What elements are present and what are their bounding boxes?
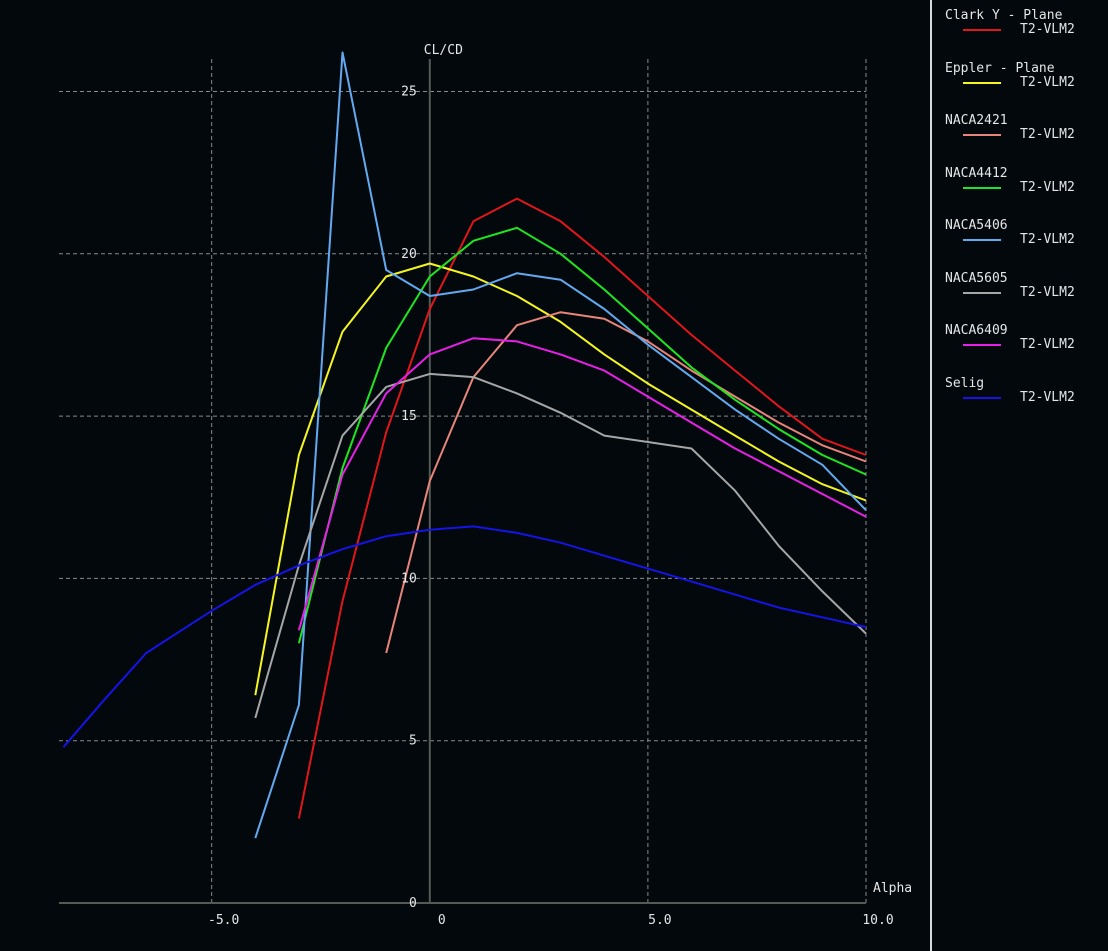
series-line-3 (297, 226, 867, 644)
series-line-5 (254, 372, 867, 719)
legend-curve-label: T2-VLM2 (1020, 232, 1075, 247)
legend-entry: NACA6409 T2-VLM2 (945, 323, 1105, 376)
y-tick-label: 15 (401, 409, 417, 424)
legend-swatch (963, 239, 1001, 241)
series-line-0 (297, 197, 867, 819)
legend-entry: NACA4412 T2-VLM2 (945, 166, 1105, 219)
axis-labels: 0 5 10 15 20 25 -5.0 0 5.0 10.0 CL/CD Alpha (208, 43, 912, 928)
series-line-2 (385, 311, 867, 654)
legend-curve-label: T2-VLM2 (1020, 179, 1075, 195)
x-tick-label: 10.0 (862, 913, 893, 928)
series-lines (62, 51, 867, 839)
legend-curve-label: T2-VLM2 (1020, 389, 1075, 405)
y-tick-label: 25 (401, 84, 417, 99)
legend-entry: Eppler - Plane T2-VLM2 (945, 61, 1105, 114)
legend-divider (930, 0, 932, 951)
legend-curve-label: T2-VLM2 (1020, 74, 1075, 90)
x-tick-label: 0 (438, 913, 446, 928)
y-tick-label: 0 (409, 896, 417, 911)
legend-series-name: Selig (945, 375, 985, 391)
legend-swatch (963, 134, 1001, 136)
legend-curve-label: T2-VLM2 (1020, 284, 1075, 300)
y-tick-label: 20 (401, 247, 417, 262)
legend-series-name: NACA2421 (945, 113, 1008, 128)
x-tick-label: -5.0 (208, 913, 239, 928)
series-line-1 (254, 262, 867, 696)
legend-curve-label: T2-VLM2 (1020, 22, 1075, 37)
legend-swatch (963, 396, 1001, 399)
series-line-7 (62, 525, 867, 748)
legend-series-name: NACA6409 (945, 323, 1008, 338)
x-axis-title: Alpha (873, 881, 912, 896)
grid (59, 59, 867, 903)
legend-curve-label: T2-VLM2 (1020, 337, 1075, 352)
legend-entry: Selig T2-VLM2 (945, 376, 1105, 429)
legend-swatch (963, 81, 1001, 84)
legend-swatch (963, 291, 1001, 294)
y-tick-label: 10 (401, 571, 417, 586)
y-tick-label: 5 (409, 734, 417, 749)
legend: Clark Y - Plane T2-VLM2 Eppler - Plane T2-V… (945, 8, 1105, 428)
legend-series-name: NACA5406 (945, 218, 1008, 233)
legend-swatch (963, 29, 1001, 31)
legend-entry: NACA5605 T2-VLM2 (945, 271, 1105, 324)
series-line-6 (297, 337, 867, 631)
legend-curve-label: T2-VLM2 (1020, 127, 1075, 142)
y-axis-title: CL/CD (424, 43, 463, 58)
legend-series-name: NACA4412 (945, 165, 1008, 181)
series-line-4 (254, 51, 867, 839)
legend-entry: NACA5406 T2-VLM2 (945, 218, 1105, 271)
legend-swatch (963, 186, 1001, 189)
x-tick-label: 5.0 (648, 913, 671, 928)
legend-series-name: Eppler - Plane (945, 60, 1055, 76)
legend-entry: Clark Y - Plane T2-VLM2 (945, 8, 1105, 61)
chart-plot: 0 5 10 15 20 25 -5.0 0 5.0 10.0 CL/CD Alpha (59, 43, 912, 928)
legend-series-name: NACA5605 (945, 270, 1008, 286)
axes (59, 59, 866, 904)
legend-swatch (963, 344, 1001, 346)
legend-series-name: Clark Y - Plane (945, 8, 1063, 23)
legend-entry: NACA2421 T2-VLM2 (945, 113, 1105, 166)
